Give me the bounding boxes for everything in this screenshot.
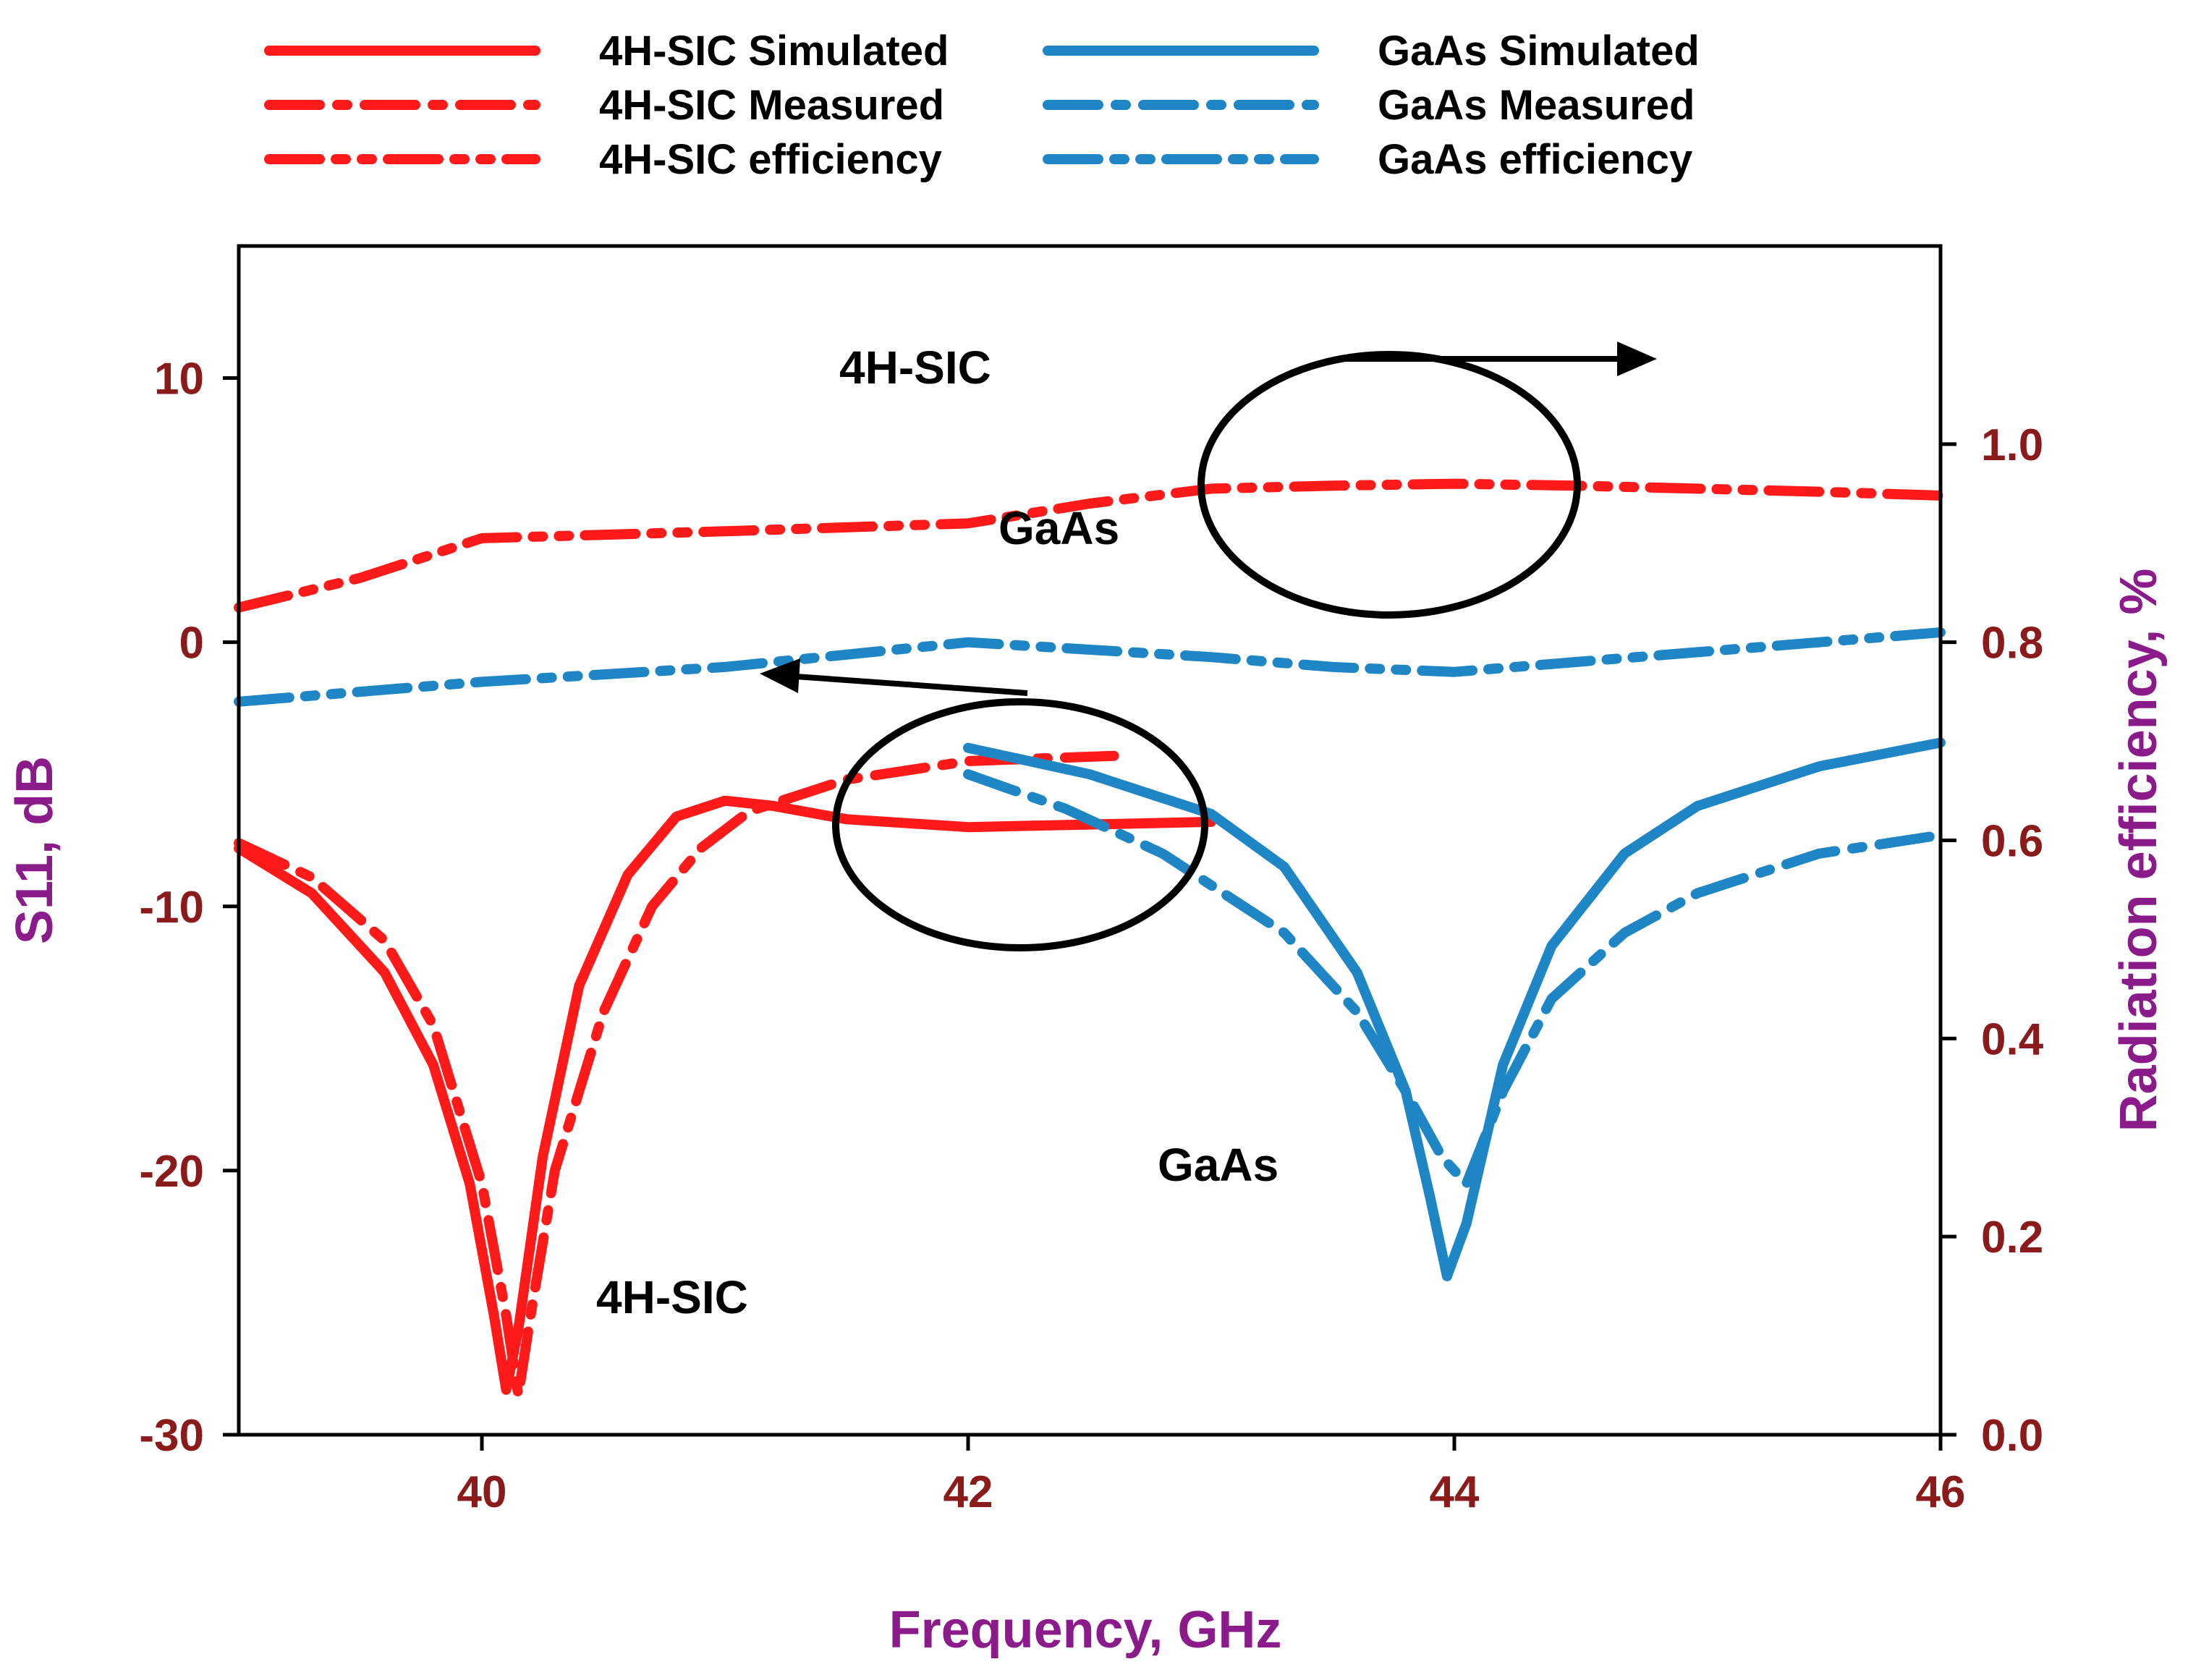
y-left-tick-label: 0 — [179, 619, 204, 669]
y-right-tick-label: 0.2 — [1981, 1213, 2043, 1263]
y-axis-left-title: S11, dB — [6, 756, 64, 944]
legend-label: GaAs Measured — [1378, 82, 1695, 129]
legend-label: 4H-SIC efficiency — [599, 136, 942, 183]
axes: 40 42 44 46 -30 -20 -10 0 10 0.0 0.2 0.4 0.6 0.8 1.0 — [139, 244, 2044, 1517]
x-tick-label: 42 — [944, 1467, 993, 1517]
series-line-4h-sic-efficiency — [234, 478, 1946, 613]
x-tick-label: 46 — [1916, 1467, 1966, 1517]
y-right-tick-label: 1.0 — [1981, 420, 2043, 470]
legend-label: GaAs efficiency — [1378, 136, 1692, 183]
x-tick-label: 40 — [457, 1467, 507, 1517]
series-line-gaas-simulated — [963, 737, 1946, 1281]
series-layer — [234, 478, 1946, 1401]
x-tick-label: 44 — [1430, 1467, 1480, 1517]
label-sic-bottom: 4H-SIC — [596, 1271, 748, 1323]
label-gaas-bottom: GaAs — [1158, 1139, 1279, 1191]
y-right-tick-label: 0.4 — [1981, 1014, 2044, 1064]
series-line-gaas-efficiency — [234, 627, 1946, 707]
y-right-tick-label: 0.0 — [1981, 1411, 2043, 1461]
y-left-tick-label: 10 — [154, 355, 204, 404]
y-left-tick-label: -30 — [139, 1411, 204, 1461]
label-gaas-mid: GaAs — [998, 502, 1119, 554]
legend-label: 4H-SIC Simulated — [599, 27, 949, 75]
arrow-right-head — [1617, 341, 1657, 376]
arrow-left-line — [795, 674, 1028, 696]
series-line-4h-sic-simulated — [234, 795, 1216, 1395]
y-left-tick-label: -20 — [139, 1147, 204, 1197]
label-sic-top: 4H-SIC — [839, 341, 991, 394]
series-line-4h-sic-measured — [234, 750, 1119, 1401]
annotation-ellipse-s11 — [832, 698, 1208, 951]
y-right-tick-label: 0.8 — [1981, 619, 2043, 669]
x-axis-title: Frequency, GHz — [889, 1601, 1282, 1659]
y-right-tick-label: 0.6 — [1981, 817, 2043, 867]
annotation-ellipse-efficiency — [1197, 351, 1581, 619]
legend-label: GaAs Simulated — [1378, 27, 1700, 75]
arrow-left-head — [760, 658, 800, 693]
series-line-gaas-measured — [963, 769, 1946, 1189]
annotation-layer: 4H-SIC GaAs GaAs 4H-SIC — [596, 341, 1657, 1323]
y-left-tick-label: -10 — [139, 883, 204, 933]
legend: 4H-SIC Simulated 4H-SIC Measured 4H-SIC ef… — [264, 27, 1700, 183]
y-axis-right-title: Radiation efficiency, % — [2110, 569, 2168, 1132]
legend-label: 4H-SIC Measured — [599, 82, 944, 129]
